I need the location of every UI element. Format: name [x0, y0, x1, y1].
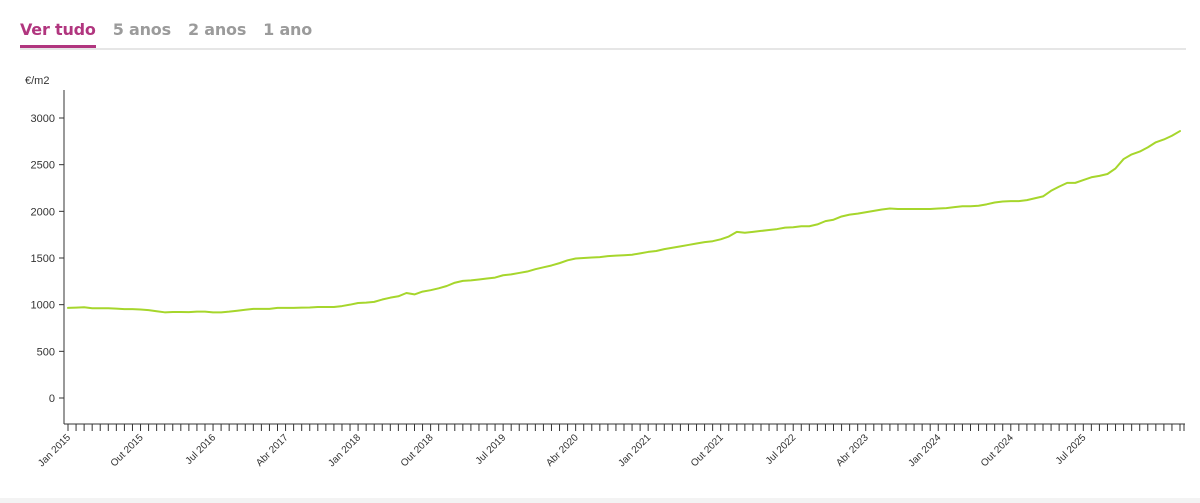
- y-tick-label: 0: [49, 393, 55, 405]
- x-tick-label: Jan 2015: [36, 432, 73, 469]
- x-tick-label: Out 2021: [689, 432, 726, 469]
- x-tick-label: Jul 2019: [474, 432, 509, 467]
- y-tick-label: 500: [37, 346, 55, 358]
- y-tick-label: 3000: [31, 113, 55, 125]
- y-tick-label: 1500: [31, 253, 55, 265]
- x-tick-label: Jan 2024: [907, 432, 944, 469]
- tab-5-anos[interactable]: 5 anos: [112, 20, 171, 39]
- x-tick-label: Abr 2017: [254, 432, 291, 469]
- tab-1-ano[interactable]: 1 ano: [263, 20, 313, 39]
- x-tick-label: Abr 2020: [544, 432, 581, 469]
- x-tick-label: Out 2024: [979, 432, 1016, 469]
- price-per-m2-chart: €/m2 0 500 1000 1500 2000 2500 3000 Jan 2015 Out …: [25, 75, 1185, 469]
- tab-2-anos[interactable]: 2 anos: [187, 20, 247, 39]
- y-axis-label: €/m2: [25, 75, 49, 87]
- x-tick-label: Jul 2016: [184, 432, 219, 467]
- x-tick-label: Jan 2021: [616, 432, 653, 469]
- price-line: [67, 130, 1181, 314]
- x-tick-label: Out 2015: [109, 432, 146, 469]
- y-tick-label: 1000: [31, 300, 55, 312]
- x-tick-label: Out 2018: [399, 432, 436, 469]
- x-tick-label: Jul 2025: [1054, 432, 1089, 467]
- x-tick-label: Jul 2022: [764, 432, 799, 467]
- x-tick-label: Abr 2023: [834, 432, 871, 469]
- x-tick-label: Jan 2018: [326, 432, 363, 469]
- time-range-tabs: Ver tudo 5 anos 2 anos 1 ano: [20, 18, 1186, 50]
- tab-ver-tudo[interactable]: Ver tudo: [20, 18, 96, 48]
- y-tick-label: 2500: [31, 160, 55, 172]
- bottom-divider: [0, 498, 1200, 503]
- y-tick-label: 2000: [31, 206, 55, 218]
